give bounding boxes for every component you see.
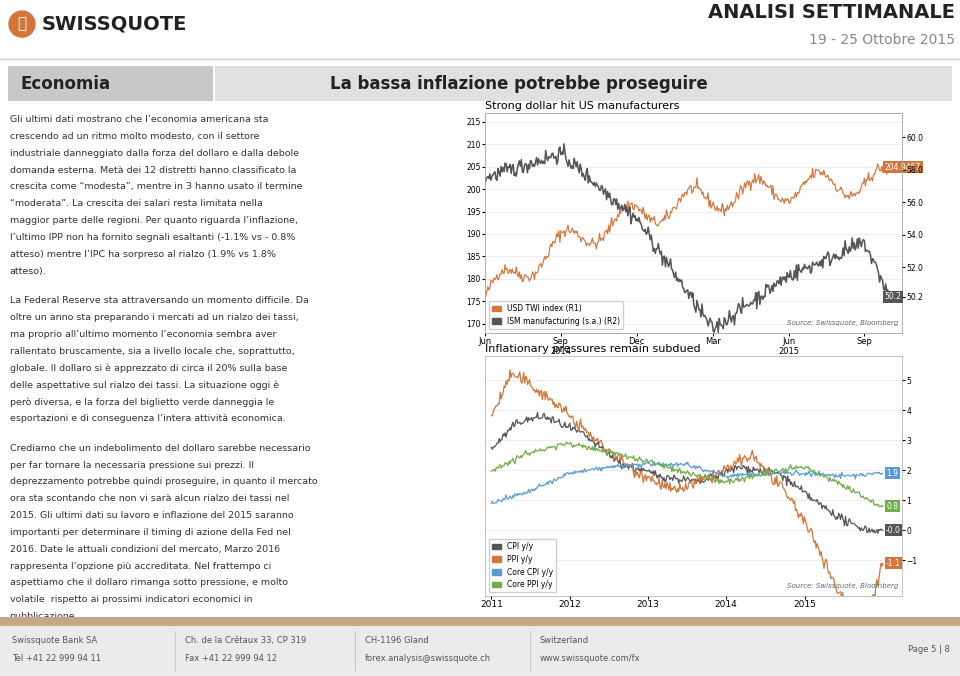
Text: Page 5 | 8: Page 5 | 8 (908, 645, 950, 654)
Text: esportazioni e di conseguenza l’intera attività economica.: esportazioni e di conseguenza l’intera a… (10, 414, 285, 423)
Text: SWISSQUOTE: SWISSQUOTE (42, 15, 187, 34)
Text: La Federal Reserve sta attraversando un momento difficile. Da: La Federal Reserve sta attraversando un … (10, 296, 308, 305)
Text: aspettiamo che il dollaro rimanga sotto pressione, e molto: aspettiamo che il dollaro rimanga sotto … (10, 579, 288, 587)
Text: atteso) mentre l’IPC ha sorpreso al rialzo (1.9% vs 1.8%: atteso) mentre l’IPC ha sorpreso al rial… (10, 249, 276, 259)
Text: Source: Swissquote, Bloomberg: Source: Swissquote, Bloomberg (787, 583, 899, 589)
Text: Crediamo che un indebolimento del dollaro sarebbe necessario: Crediamo che un indebolimento del dollar… (10, 443, 310, 453)
Text: crescendo ad un ritmo molto modesto, con il settore: crescendo ad un ritmo molto modesto, con… (10, 132, 259, 141)
Text: 1.9: 1.9 (886, 468, 899, 478)
Text: crescita come “modesta”, mentre in 3 hanno usato il termine: crescita come “modesta”, mentre in 3 han… (10, 183, 302, 191)
Text: La bassa inflazione potrebbe proseguire: La bassa inflazione potrebbe proseguire (330, 74, 708, 93)
Text: 2016. Date le attuali condizioni del mercato, Marzo 2016: 2016. Date le attuali condizioni del mer… (10, 545, 279, 554)
Text: Fax +41 22 999 94 12: Fax +41 22 999 94 12 (185, 654, 277, 662)
Text: globale. Il dollaro si è apprezzato di circa il 20% sulla base: globale. Il dollaro si è apprezzato di c… (10, 364, 287, 373)
Text: Switzerland: Switzerland (540, 636, 589, 645)
Text: però diversa, e la forza del biglietto verde danneggia le: però diversa, e la forza del biglietto v… (10, 397, 274, 407)
Bar (8, 66, 213, 101)
Text: Gli ultimi dati mostrano che l’economia americana sta: Gli ultimi dati mostrano che l’economia … (10, 115, 268, 124)
Text: 2015. Gli ultimi dati su lavoro e inflazione del 2015 saranno: 2015. Gli ultimi dati su lavoro e inflaz… (10, 511, 293, 520)
Text: ANALISI SETTIMANALE: ANALISI SETTIMANALE (708, 3, 955, 22)
Legend: CPI y/y, PPI y/y, Core CPI y/y, Core PPI y/y: CPI y/y, PPI y/y, Core CPI y/y, Core PPI… (489, 539, 556, 592)
Text: importanti per determinare il timing di azione della Fed nel: importanti per determinare il timing di … (10, 528, 290, 537)
Text: -1.1: -1.1 (886, 559, 900, 568)
Text: volatile  rispetto ai prossimi indicatori economici in: volatile rispetto ai prossimi indicatori… (10, 596, 252, 604)
Text: maggior parte delle regioni. Per quanto riguarda l’inflazione,: maggior parte delle regioni. Per quanto … (10, 216, 298, 225)
Bar (0, 617, 960, 627)
Text: deprezzamento potrebbe quindi proseguire, in quanto il mercato: deprezzamento potrebbe quindi proseguire… (10, 477, 317, 486)
Text: www.swissquote.com/fx: www.swissquote.com/fx (540, 654, 640, 662)
Text: Strong dollar hit US manufacturers: Strong dollar hit US manufacturers (485, 101, 680, 111)
Text: 204.9457: 204.9457 (885, 163, 921, 172)
Text: 19 - 25 Ottobre 2015: 19 - 25 Ottobre 2015 (809, 33, 955, 47)
Text: domanda esterna. Metà dei 12 distretti hanno classificato la: domanda esterna. Metà dei 12 distretti h… (10, 166, 296, 174)
Text: oltre un anno sta preparando i mercati ad un rialzo dei tassi,: oltre un anno sta preparando i mercati a… (10, 313, 299, 322)
Text: Ⓜ: Ⓜ (17, 17, 27, 32)
Text: pubblicazione.: pubblicazione. (10, 612, 78, 621)
Legend: USD TWI index (R1), ISM manufacturing (s.a.) (R2): USD TWI index (R1), ISM manufacturing (s… (489, 301, 623, 329)
Text: delle aspettative sul rialzo dei tassi. La situazione oggi è: delle aspettative sul rialzo dei tassi. … (10, 381, 278, 390)
Text: rallentato bruscamente, sia a livello locale che, soprattutto,: rallentato bruscamente, sia a livello lo… (10, 347, 294, 356)
Text: -0.0: -0.0 (886, 526, 901, 535)
Text: atteso).: atteso). (10, 266, 46, 276)
Text: “moderata”. La crescita dei salari resta limitata nella: “moderata”. La crescita dei salari resta… (10, 199, 262, 208)
Text: rappresenta l’opzione più accreditata. Nel frattempo ci: rappresenta l’opzione più accreditata. N… (10, 562, 271, 571)
Circle shape (9, 11, 35, 37)
Bar (0, 627, 960, 676)
Text: Ch. de la Crêtaux 33, CP 319: Ch. de la Crêtaux 33, CP 319 (185, 636, 306, 645)
Text: forex.analysis@swissquote.ch: forex.analysis@swissquote.ch (365, 654, 492, 662)
Text: Tel +41 22 999 94 11: Tel +41 22 999 94 11 (12, 654, 101, 662)
Text: Economia: Economia (20, 74, 110, 93)
Text: Inflationary pressures remain subdued: Inflationary pressures remain subdued (485, 344, 701, 354)
Text: ma proprio all’ultimo momento l’economia sembra aver: ma proprio all’ultimo momento l’economia… (10, 330, 276, 339)
Text: 50.2: 50.2 (885, 292, 901, 301)
Text: ora sta scontando che non vi sarà alcun rialzo dei tassi nel: ora sta scontando che non vi sarà alcun … (10, 494, 289, 503)
Text: Swissquote Bank SA: Swissquote Bank SA (12, 636, 97, 645)
Bar (215, 66, 952, 101)
Text: industriale danneggiato dalla forza del dollaro e dalla debole: industriale danneggiato dalla forza del … (10, 149, 299, 158)
Text: 0.8: 0.8 (886, 502, 899, 511)
Text: per far tornare la necessaria pressione sui prezzi. Il: per far tornare la necessaria pressione … (10, 460, 253, 470)
Text: l’ultimo IPP non ha fornito segnali esaltanti (-1.1% vs - 0.8%: l’ultimo IPP non ha fornito segnali esal… (10, 233, 295, 242)
Text: CH-1196 Gland: CH-1196 Gland (365, 636, 429, 645)
Text: Source: Swissquote, Bloomberg: Source: Swissquote, Bloomberg (787, 320, 899, 326)
